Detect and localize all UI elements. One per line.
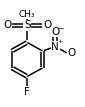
Text: +: + bbox=[58, 39, 63, 44]
Text: F: F bbox=[24, 87, 30, 97]
Text: S: S bbox=[24, 20, 31, 30]
Text: O: O bbox=[51, 27, 59, 37]
Text: N: N bbox=[51, 42, 59, 52]
Text: O: O bbox=[43, 20, 51, 30]
Text: O: O bbox=[68, 48, 76, 59]
Text: O: O bbox=[3, 20, 11, 30]
Text: −: − bbox=[57, 24, 63, 33]
Text: CH₃: CH₃ bbox=[19, 10, 36, 19]
